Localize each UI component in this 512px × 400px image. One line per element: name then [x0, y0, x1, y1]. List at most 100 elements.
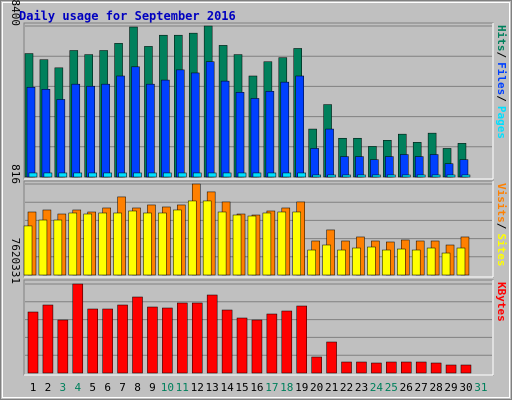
- bar: [325, 128, 334, 178]
- bar: [146, 83, 155, 178]
- bar: [456, 247, 466, 276]
- bar: [397, 248, 406, 276]
- bar: [295, 75, 304, 178]
- bar: [83, 213, 92, 276]
- x-tick-label: 26: [400, 381, 413, 394]
- bar: [217, 211, 227, 276]
- bar: [88, 172, 97, 178]
- x-tick-label: 29: [444, 381, 457, 394]
- bar: [132, 296, 143, 374]
- bar: [207, 172, 217, 178]
- x-tick-label: 30: [459, 381, 472, 394]
- bar: [459, 159, 469, 178]
- legend-separator: /: [495, 223, 508, 230]
- x-tick-label: 21: [325, 381, 338, 394]
- bar: [401, 361, 412, 374]
- bar: [414, 156, 424, 178]
- bar: [355, 156, 364, 178]
- legend-entry: Hits: [495, 25, 508, 52]
- x-tick-label: 1: [30, 381, 37, 394]
- bar: [192, 172, 202, 178]
- bar: [296, 305, 307, 374]
- bar: [161, 79, 170, 178]
- x-tick-label: 19: [295, 381, 308, 394]
- bar: [237, 172, 247, 178]
- x-tick-label: 6: [104, 381, 111, 394]
- x-tick-label: 3: [60, 381, 67, 394]
- bar: [173, 209, 182, 276]
- y-tick-label: 7620331: [9, 238, 22, 284]
- x-tick-label: 28: [429, 381, 442, 394]
- bar: [297, 172, 306, 178]
- bar: [116, 75, 125, 178]
- bar: [58, 172, 68, 178]
- bar: [205, 61, 215, 178]
- x-tick-label: 18: [280, 381, 293, 394]
- bar: [72, 283, 84, 374]
- bar: [282, 172, 292, 178]
- bar: [357, 174, 366, 178]
- bar: [342, 174, 351, 178]
- bar: [292, 211, 301, 276]
- bar: [415, 361, 427, 374]
- bar: [367, 246, 376, 276]
- bar: [128, 210, 137, 276]
- bar: [426, 247, 436, 276]
- bar: [147, 306, 158, 374]
- x-tick-label: 31: [474, 381, 487, 394]
- bar: [101, 83, 110, 178]
- bar: [445, 364, 457, 374]
- bar: [178, 172, 187, 178]
- bar: [280, 81, 290, 178]
- x-tick-label: 7: [119, 381, 126, 394]
- bar: [387, 174, 396, 178]
- bar: [356, 361, 367, 374]
- bar: [372, 174, 381, 178]
- x-tick-label: 15: [235, 381, 248, 394]
- legend-entry: Sites: [495, 233, 508, 266]
- bar: [102, 308, 113, 374]
- bar: [416, 174, 426, 178]
- bar: [202, 200, 212, 276]
- bar: [232, 214, 242, 276]
- bar: [118, 172, 127, 178]
- bar: [265, 91, 275, 178]
- bar: [113, 212, 122, 276]
- bar: [307, 249, 316, 276]
- bar: [163, 172, 172, 178]
- bar: [411, 249, 421, 276]
- x-tick-label: 20: [310, 381, 323, 394]
- bar: [57, 319, 69, 374]
- bar: [352, 247, 361, 276]
- bar: [460, 364, 472, 374]
- bar: [251, 319, 263, 374]
- bar: [176, 69, 185, 178]
- bar: [252, 172, 262, 178]
- bar: [187, 200, 197, 276]
- bar: [162, 307, 173, 374]
- x-tick-label: 27: [415, 381, 428, 394]
- bar: [235, 92, 245, 178]
- legend-separator: /: [495, 95, 508, 102]
- bar: [117, 304, 128, 374]
- bar: [370, 159, 379, 178]
- x-tick-label: 16: [250, 381, 263, 394]
- bar: [148, 172, 157, 178]
- bar: [250, 98, 260, 178]
- bar: [98, 212, 107, 276]
- legend: Hits/Files/Pages: [495, 25, 508, 139]
- bar: [27, 311, 39, 374]
- legend-entry: Files: [495, 62, 508, 95]
- x-tick-label: 2: [45, 381, 52, 394]
- y-tick-label: 816: [9, 164, 22, 184]
- bar: [385, 156, 394, 178]
- x-tick-label: 8: [134, 381, 141, 394]
- bar: [206, 294, 218, 374]
- bar: [400, 154, 409, 178]
- bar: [68, 212, 78, 276]
- x-tick-label: 12: [191, 381, 204, 394]
- legend-entry: Pages: [495, 106, 508, 139]
- bar: [236, 317, 248, 374]
- bar: [310, 148, 319, 178]
